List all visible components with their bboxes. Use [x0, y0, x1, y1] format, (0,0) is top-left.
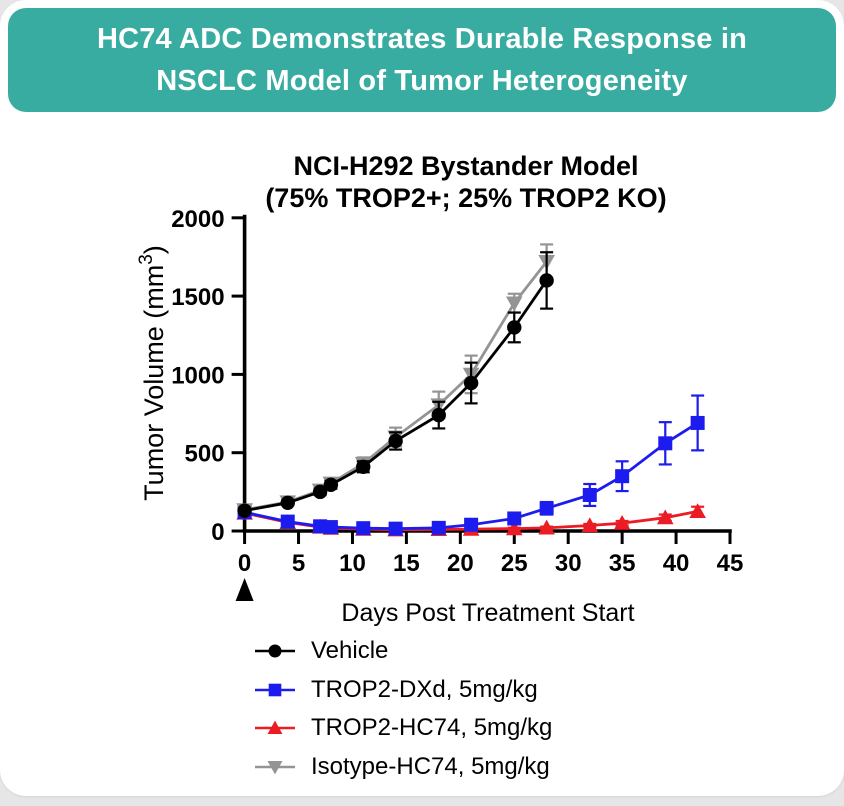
x-axis-title: Days Post Treatment Start: [341, 599, 634, 627]
chart-canvas: 0 5 10 15 20 25 30 35 40 45 0 500 1000 1500 2000 Days P…: [136, 206, 743, 627]
legend-item-vehicle: Vehicle: [253, 632, 552, 671]
svg-text:35: 35: [609, 550, 636, 577]
svg-text:40: 40: [663, 550, 690, 577]
svg-text:1000: 1000: [171, 362, 224, 389]
svg-text:0: 0: [211, 519, 224, 546]
trop2-dxd-square-marker-icon: [255, 683, 295, 697]
banner-title-line1: HC74 ADC Demonstrates Durable Response i…: [96, 23, 748, 55]
svg-text:25: 25: [501, 550, 528, 577]
chart-title-line1: NCI-H292 Bystander Model: [293, 151, 639, 181]
svg-text:20: 20: [447, 550, 474, 577]
legend-label-isotype-hc74: Isotype-HC74, 5mg/kg: [311, 752, 550, 780]
axes: 0 5 10 15 20 25 30 35 40 45 0 500 1000 1500 2000 Days P…: [136, 206, 743, 627]
vehicle-circle-marker-icon: [255, 644, 295, 658]
series-trop2-dxd: [237, 394, 705, 536]
legend-item-trop2-hc74: TROP2-HC74, 5mg/kg: [253, 709, 552, 748]
chart-legend: Vehicle TROP2-DXd, 5mg/kg TROP2-HC74, 5m…: [253, 632, 552, 786]
legend-item-trop2-dxd: TROP2-DXd, 5mg/kg: [253, 671, 552, 710]
svg-text:30: 30: [555, 550, 582, 577]
svg-text:1500: 1500: [171, 284, 224, 311]
trop2-hc74-triangle-marker-icon: [255, 720, 295, 735]
title-banner: HC74 ADC Demonstrates Durable Response i…: [8, 8, 836, 112]
legend-label-vehicle: Vehicle: [311, 637, 389, 665]
svg-text:45: 45: [717, 550, 744, 577]
series-isotype-hc74: [236, 243, 555, 519]
legend-label-trop2-hc74: TROP2-HC74, 5mg/kg: [311, 714, 553, 742]
banner-title-line2: NSCLC Model of Tumor Heterogeneity: [156, 65, 688, 97]
legend-label-trop2-dxd: TROP2-DXd, 5mg/kg: [311, 675, 538, 703]
svg-text:500: 500: [185, 441, 225, 468]
svg-text:5: 5: [292, 550, 305, 577]
svg-text:2000: 2000: [171, 206, 224, 233]
svg-text:15: 15: [393, 550, 420, 577]
isotype-hc74-inverted-triangle-marker-icon: [255, 760, 295, 775]
chart-title-line2: (75% TROP2+; 25% TROP2 KO): [265, 183, 667, 213]
svg-text:10: 10: [339, 550, 366, 577]
chart-title: NCI-H292 Bystander Model (75% TROP2+; 25…: [160, 150, 772, 214]
y-axis-title: Tumor Volume (mm3): [136, 245, 169, 501]
legend-item-isotype-hc74: Isotype-HC74, 5mg/kg: [253, 748, 552, 787]
series-vehicle: [237, 251, 554, 518]
svg-text:0: 0: [238, 550, 251, 577]
treatment-start-arrow: [235, 578, 254, 601]
